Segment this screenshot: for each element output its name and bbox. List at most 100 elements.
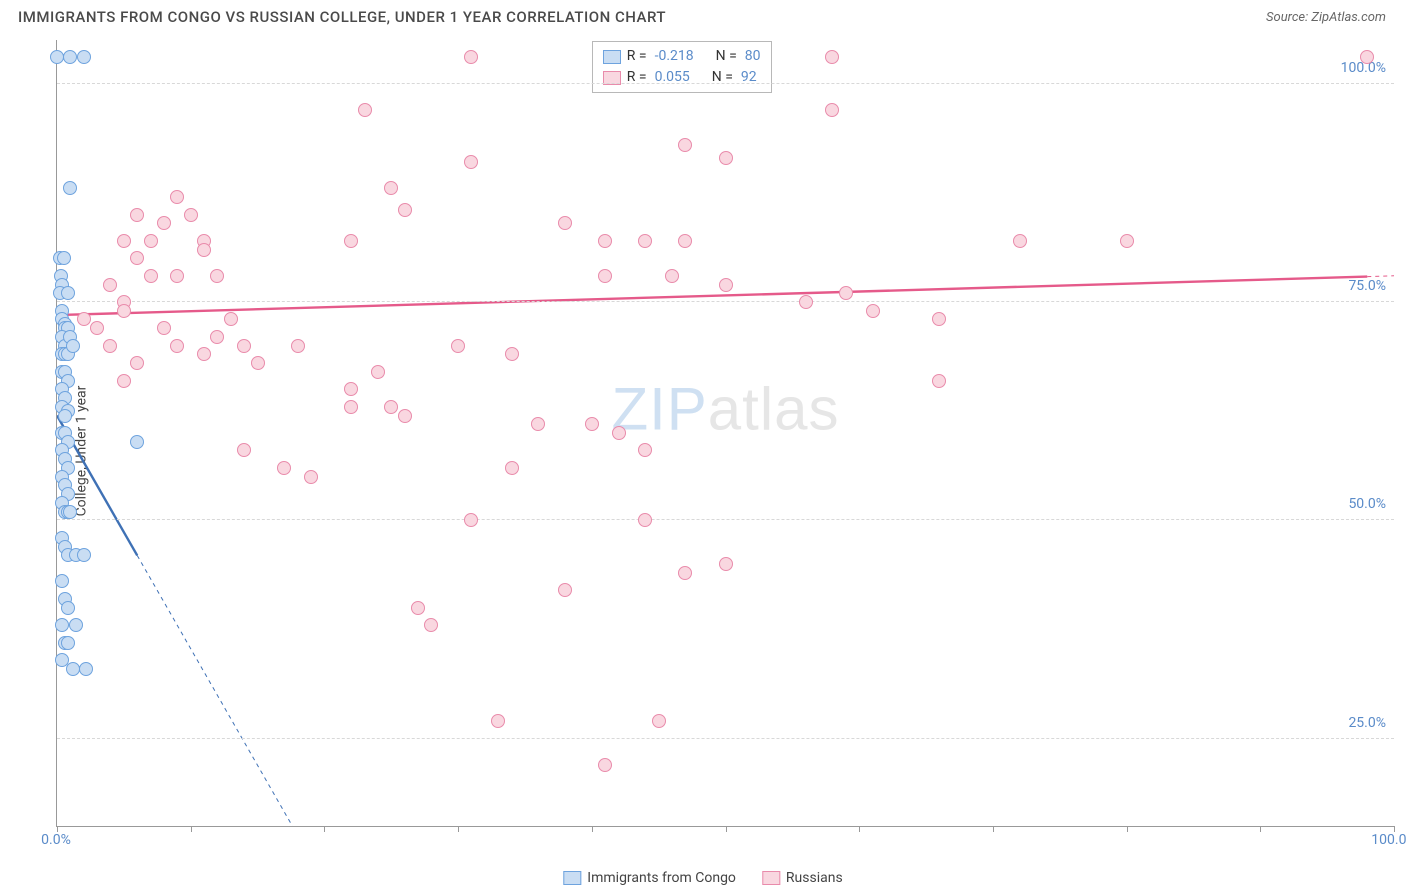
scatter-point [50,50,64,64]
scatter-point [1120,234,1134,248]
stat-label-n: N = [716,46,737,67]
scatter-point [585,417,599,431]
stat-value-n: 80 [745,46,761,67]
scatter-point [90,321,104,335]
stat-value-r: -0.218 [655,46,694,67]
scatter-point [384,181,398,195]
scatter-point [103,339,117,353]
scatter-point [66,339,80,353]
x-axis-labels: 0.0%100.0% [56,832,1394,852]
gridline [57,83,1394,84]
x-tick-label: 100.0% [1371,832,1406,848]
scatter-point [77,312,91,326]
scatter-point [61,601,75,615]
scatter-point [57,251,71,265]
stat-value-r: 0.055 [655,67,690,88]
scatter-point [157,216,171,230]
scatter-point [130,356,144,370]
scatter-point [1013,234,1027,248]
scatter-point [451,339,465,353]
scatter-point [61,286,75,300]
scatter-point [66,662,80,676]
scatter-point [839,286,853,300]
scatter-point [63,505,77,519]
scatter-point [224,312,238,326]
legend-item: Immigrants from Congo [563,870,736,886]
scatter-point [251,356,265,370]
scatter-point [678,234,692,248]
scatter-point [69,618,83,632]
legend-row: R =-0.218N =80 [603,46,761,67]
legend-item: Russians [762,870,843,886]
scatter-point [638,443,652,457]
scatter-point [398,203,412,217]
plot-area: ZIPatlas R =-0.218N =80R =0.055N =92 25.… [56,40,1394,827]
scatter-point [598,234,612,248]
scatter-point [63,181,77,195]
legend-row: R =0.055N =92 [603,67,761,88]
scatter-point [130,435,144,449]
scatter-point [237,443,251,457]
scatter-point [77,50,91,64]
scatter-point [79,662,93,676]
scatter-point [197,243,211,257]
scatter-point [1360,50,1374,64]
stat-label-r: R = [627,67,647,88]
scatter-point [598,758,612,772]
gridline [57,301,1394,302]
legend-label: Immigrants from Congo [587,870,736,886]
scatter-point [197,347,211,361]
scatter-point [558,216,572,230]
scatter-point [130,208,144,222]
scatter-point [117,374,131,388]
scatter-point [464,513,478,527]
scatter-point [77,548,91,562]
scatter-point [398,409,412,423]
scatter-point [505,347,519,361]
scatter-point [344,234,358,248]
y-tick-label: 25.0% [1348,715,1386,731]
trend-line-extrapolated [1367,276,1394,277]
scatter-point [678,566,692,580]
y-tick-label: 50.0% [1348,496,1386,512]
scatter-point [638,234,652,248]
scatter-point [384,400,398,414]
legend-swatch [603,50,621,64]
scatter-point [464,155,478,169]
scatter-point [144,234,158,248]
scatter-point [358,103,372,117]
legend-swatch [762,871,780,885]
scatter-point [531,417,545,431]
scatter-point [665,269,679,283]
scatter-point [464,50,478,64]
scatter-point [932,374,946,388]
legend-label: Russians [786,870,843,886]
scatter-point [719,151,733,165]
scatter-point [170,269,184,283]
scatter-point [411,601,425,615]
scatter-point [55,574,69,588]
scatter-point [291,339,305,353]
scatter-point [652,714,666,728]
scatter-point [117,304,131,318]
scatter-point [424,618,438,632]
scatter-point [157,321,171,335]
gridline [57,738,1394,739]
scatter-point [144,269,158,283]
scatter-point [130,251,144,265]
scatter-point [184,208,198,222]
scatter-point [558,583,572,597]
scatter-point [371,365,385,379]
scatter-point [866,304,880,318]
legend-swatch [563,871,581,885]
scatter-point [58,409,72,423]
scatter-point [277,461,291,475]
scatter-point [210,330,224,344]
bottom-legend: Immigrants from Congo Russians [563,870,842,886]
scatter-point [170,339,184,353]
scatter-point [55,618,69,632]
scatter-point [825,103,839,117]
scatter-point [719,557,733,571]
stat-label-n: N = [712,67,733,88]
scatter-point [117,234,131,248]
